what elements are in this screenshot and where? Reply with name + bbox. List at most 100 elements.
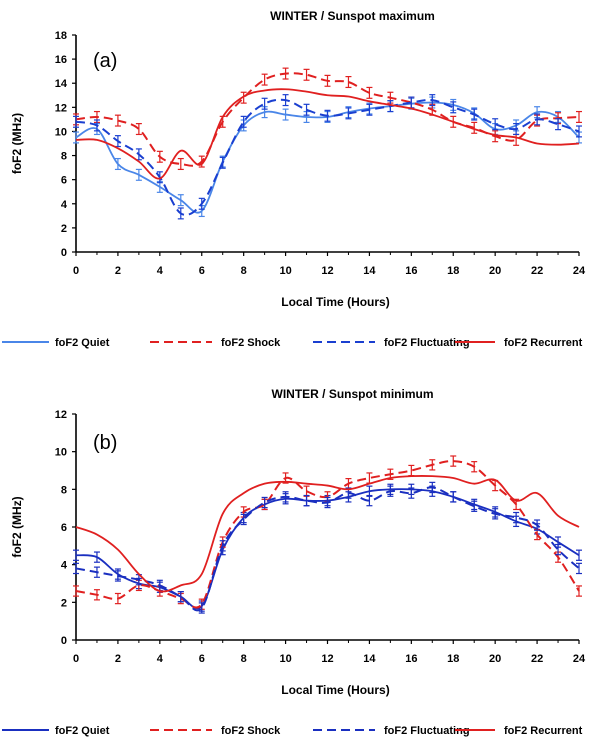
error-bar xyxy=(282,491,289,503)
error-bar xyxy=(93,589,100,601)
x-tick-label: 2 xyxy=(115,265,121,277)
legend-label: foF2 Fluctuating xyxy=(384,725,470,737)
error-bar xyxy=(387,485,394,497)
error-bar xyxy=(303,494,310,507)
x-tick-label: 4 xyxy=(157,653,164,665)
x-tick-label: 14 xyxy=(363,653,376,665)
x-tick-label: 22 xyxy=(531,653,543,665)
x-tick-label: 18 xyxy=(447,265,459,277)
error-bar xyxy=(303,68,310,81)
error-bar xyxy=(429,94,436,107)
legend-label: foF2 Quiet xyxy=(55,337,110,349)
series-fof2-fluctuating xyxy=(73,481,582,614)
error-bar xyxy=(198,197,205,210)
x-axis-label: Local Time (Hours) xyxy=(281,295,389,309)
error-bar xyxy=(324,496,331,509)
y-tick-label: 4 xyxy=(61,199,68,211)
legend-item: foF2 Quiet xyxy=(2,725,110,737)
series-fof2-shock xyxy=(73,455,582,610)
error-bar xyxy=(240,91,247,104)
x-tick-label: 20 xyxy=(489,265,501,277)
error-bar xyxy=(576,110,582,124)
error-bar xyxy=(73,549,79,561)
x-tick-label: 12 xyxy=(321,653,333,665)
y-tick-label: 8 xyxy=(61,484,67,496)
error-bar xyxy=(114,157,121,171)
error-bar xyxy=(408,487,415,499)
error-bar xyxy=(303,103,310,116)
y-tick-label: 0 xyxy=(61,635,67,647)
error-bar xyxy=(219,540,226,552)
error-bar xyxy=(73,131,79,144)
error-bar xyxy=(177,194,184,207)
x-tick-label: 8 xyxy=(241,653,247,665)
error-bar xyxy=(492,508,499,520)
error-bar xyxy=(576,585,582,597)
x-tick-label: 24 xyxy=(573,265,586,277)
legend-label: foF2 Quiet xyxy=(55,725,110,737)
error-bar xyxy=(177,590,184,603)
error-bar xyxy=(366,103,373,116)
legend-item: foF2 Quiet xyxy=(2,337,110,349)
legend-item: foF2 Shock xyxy=(150,337,281,349)
error-bar xyxy=(177,207,184,220)
error-bar xyxy=(450,455,457,467)
error-bar xyxy=(324,109,331,122)
error-bar xyxy=(366,86,373,99)
y-tick-label: 12 xyxy=(55,409,67,421)
error-bar xyxy=(93,551,100,563)
error-bar xyxy=(492,118,499,131)
error-bar xyxy=(261,496,268,509)
error-bar xyxy=(513,511,520,524)
legend-label: foF2 Fluctuating xyxy=(384,337,470,349)
error-bar xyxy=(156,171,163,184)
error-bar xyxy=(135,148,142,161)
error-bar xyxy=(429,459,436,471)
y-tick-label: 14 xyxy=(55,78,68,90)
x-tick-label: 0 xyxy=(73,653,79,665)
chart-panel-a: WINTER / Sunspot maximum0246810121416180… xyxy=(2,9,586,349)
error-bar xyxy=(261,97,268,110)
error-bar xyxy=(513,123,520,136)
y-tick-label: 16 xyxy=(55,54,67,66)
legend: foF2 Quiet foF2 Shock foF2 Fluctuating foF2… xyxy=(2,337,583,349)
error-bar xyxy=(135,168,142,181)
error-bar xyxy=(471,461,478,473)
x-tick-label: 16 xyxy=(405,265,417,277)
series-fof2-recurrent xyxy=(75,88,580,180)
x-tick-label: 20 xyxy=(489,653,501,665)
y-tick-label: 6 xyxy=(61,522,67,534)
error-bar xyxy=(156,150,163,163)
error-bar xyxy=(282,67,289,80)
x-tick-label: 2 xyxy=(115,653,121,665)
error-bar xyxy=(198,155,205,168)
y-tick-label: 2 xyxy=(61,597,67,609)
y-tick-label: 2 xyxy=(61,223,67,235)
y-axis-label: foF2 (MHz) xyxy=(10,496,24,557)
error-bar xyxy=(471,121,478,134)
legend: foF2 Quiet foF2 Shock foF2 Fluctuating foF2… xyxy=(2,725,583,737)
chart-title: WINTER / Sunspot minimum xyxy=(272,387,434,401)
error-bar xyxy=(282,108,289,121)
y-tick-label: 6 xyxy=(61,175,67,187)
legend-item: foF2 Shock xyxy=(150,725,281,737)
error-bar xyxy=(471,108,478,121)
x-tick-label: 10 xyxy=(279,653,291,665)
error-bar xyxy=(282,94,289,107)
y-tick-label: 8 xyxy=(61,151,67,163)
y-tick-label: 10 xyxy=(55,126,67,138)
legend-item: foF2 Recurrent xyxy=(455,337,583,349)
error-bar xyxy=(114,570,121,582)
x-tick-label: 4 xyxy=(157,265,164,277)
x-axis-label: Local Time (Hours) xyxy=(281,683,389,697)
x-tick-label: 8 xyxy=(241,265,247,277)
error-bar xyxy=(324,74,331,87)
error-bar xyxy=(93,119,100,132)
error-bar xyxy=(576,549,582,561)
error-bar xyxy=(555,543,562,556)
chart-title: WINTER / Sunspot maximum xyxy=(270,9,435,23)
error-bar xyxy=(93,566,100,578)
legend-item: foF2 Fluctuating xyxy=(313,337,470,349)
